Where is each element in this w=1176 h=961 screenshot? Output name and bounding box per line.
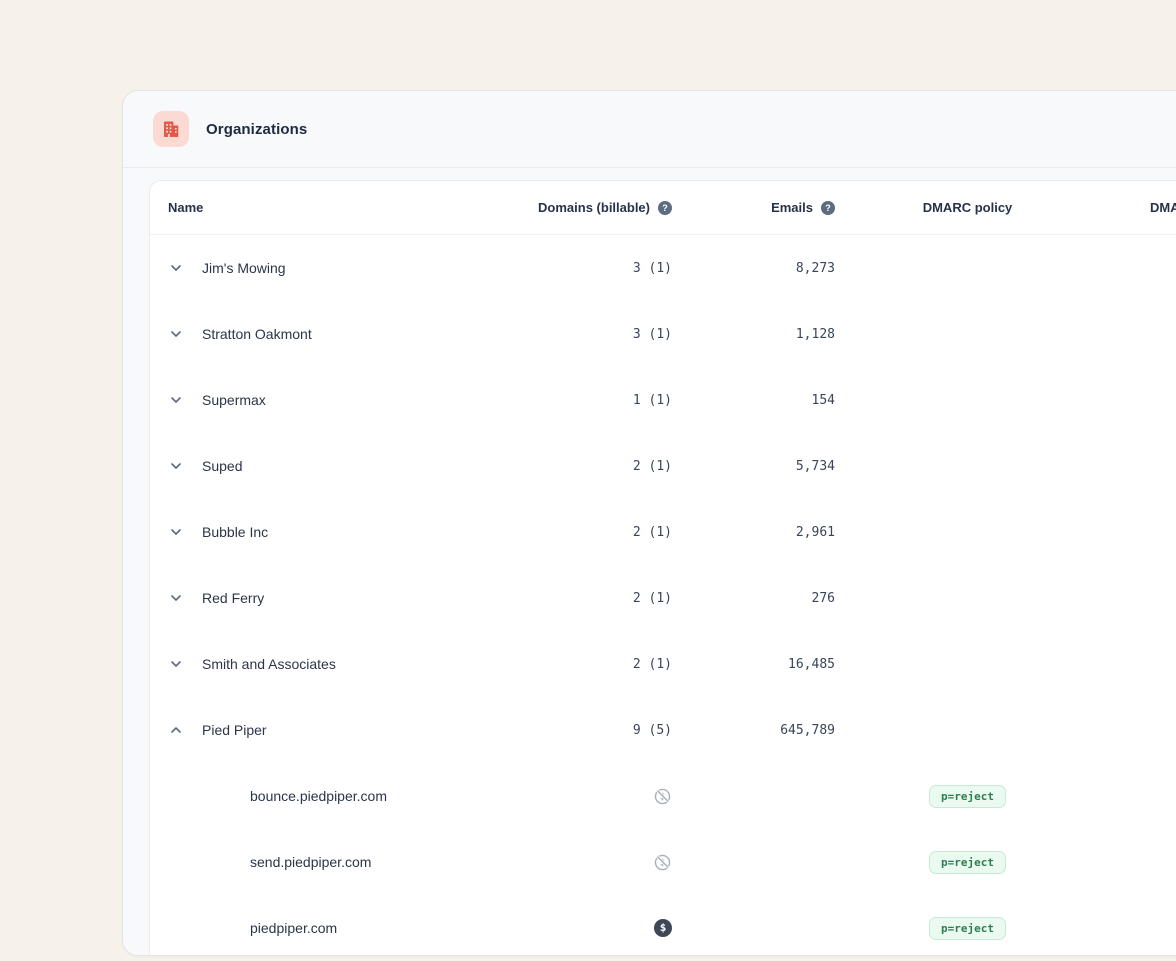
chevron-down-icon[interactable] [168,392,184,408]
org-name-cell: Supermax [150,392,510,408]
chevron-down-icon[interactable] [168,260,184,276]
billable-status-cell: $ [510,787,672,806]
org-row[interactable]: Smith and Associates 2 (1) 16,485 [150,631,1176,697]
org-row[interactable]: Suped 2 (1) 5,734 [150,433,1176,499]
domain-name-cell: send.piedpiper.com [150,854,510,870]
dmarc-policy-badge: p=reject [929,784,1006,808]
organizations-panel: Organizations Name Domains (billable) ? … [122,90,1176,956]
column-header-dmarc-policy: DMARC policy [922,200,1013,215]
domains-billable-value: 3 (1) [632,260,672,276]
domains-billable-value: 2 (1) [632,524,672,540]
column-header-dmarc-truncated: DMARC [1150,200,1176,215]
org-name: Pied Piper [202,722,267,738]
domain-name: piedpiper.com [250,920,338,936]
org-name: Red Ferry [202,590,265,606]
emails-value: 16,485 [788,656,835,672]
org-name-cell: Pied Piper [150,722,510,738]
domains-billable-value: 2 (1) [632,458,672,474]
org-row[interactable]: Supermax 1 (1) 154 [150,367,1176,433]
domain-row[interactable]: piedpiper.com $ p=reject [150,895,1176,955]
billable-status-cell: $ [510,853,672,872]
org-name-cell: Bubble Inc [150,524,510,540]
domain-name-cell: piedpiper.com [150,920,510,936]
org-row[interactable]: Pied Piper 9 (5) 645,789 [150,697,1176,763]
chevron-down-icon[interactable] [168,656,184,672]
dmarc-policy-cell: p=reject [835,850,1100,874]
table-header-row: Name Domains (billable) ? Emails ? DMARC… [150,181,1176,235]
emails-value: 2,961 [795,524,835,540]
emails-value: 276 [811,590,835,606]
organizations-table: Name Domains (billable) ? Emails ? DMARC… [149,180,1176,955]
org-name-cell: Red Ferry [150,590,510,606]
emails-value: 5,734 [795,458,835,474]
column-header-name: Name [168,200,204,215]
emails-value: 8,273 [795,260,835,276]
emails-value: 154 [811,392,835,408]
non-billable-dollar-icon: $ [653,787,672,806]
org-row[interactable]: Stratton Oakmont 3 (1) 1,128 [150,301,1176,367]
org-name-cell: Stratton Oakmont [150,326,510,342]
chevron-down-icon[interactable] [168,458,184,474]
org-name: Supermax [202,392,266,408]
billable-dollar-icon: $ [654,919,672,937]
column-header-emails: Emails ? [672,200,835,215]
column-header-domains: Domains (billable) ? [510,200,672,215]
org-name: Stratton Oakmont [202,326,312,342]
help-icon[interactable]: ? [658,200,672,215]
domains-billable-value: 9 (5) [632,722,672,738]
org-name-cell: Smith and Associates [150,656,510,672]
org-name: Jim's Mowing [202,260,286,276]
dmarc-policy-badge: p=reject [929,916,1006,940]
chevron-down-icon[interactable] [168,326,184,342]
domain-name: bounce.piedpiper.com [250,788,387,804]
org-row[interactable]: Red Ferry 2 (1) 276 [150,565,1176,631]
org-name-cell: Jim's Mowing [150,260,510,276]
non-billable-dollar-icon: $ [653,853,672,872]
org-name: Bubble Inc [202,524,269,540]
column-header-domains-label: Domains (billable) [538,200,650,215]
domains-billable-value: 3 (1) [632,326,672,342]
domain-name: send.piedpiper.com [250,854,372,870]
emails-value: 1,128 [795,326,835,342]
org-name: Suped [202,458,243,474]
table-body: Jim's Mowing 3 (1) 8,273 Stratton Oakmont 3 … [150,235,1176,955]
domain-row[interactable]: send.piedpiper.com $ p=reject [150,829,1176,895]
help-icon[interactable]: ? [821,200,835,215]
chevron-down-icon[interactable] [168,590,184,606]
column-header-emails-label: Emails [771,200,813,215]
org-name-cell: Suped [150,458,510,474]
org-row[interactable]: Jim's Mowing 3 (1) 8,273 [150,235,1176,301]
domains-billable-value: 2 (1) [632,590,672,606]
building-icon [153,111,189,147]
domain-row[interactable]: bounce.piedpiper.com $ p=reject [150,763,1176,829]
panel-title: Organizations [206,120,308,138]
org-row[interactable]: Bubble Inc 2 (1) 2,961 [150,499,1176,565]
domains-billable-value: 2 (1) [632,656,672,672]
org-name: Smith and Associates [202,656,336,672]
dmarc-policy-cell: p=reject [835,784,1100,808]
domain-name-cell: bounce.piedpiper.com [150,788,510,804]
dmarc-policy-badge: p=reject [929,850,1006,874]
chevron-down-icon[interactable] [168,524,184,540]
emails-value: 645,789 [780,722,835,738]
domains-billable-value: 1 (1) [632,392,672,408]
dmarc-policy-cell: p=reject [835,916,1100,940]
chevron-up-icon[interactable] [168,722,184,738]
billable-status-cell: $ [510,919,672,937]
panel-header: Organizations [123,91,1176,168]
